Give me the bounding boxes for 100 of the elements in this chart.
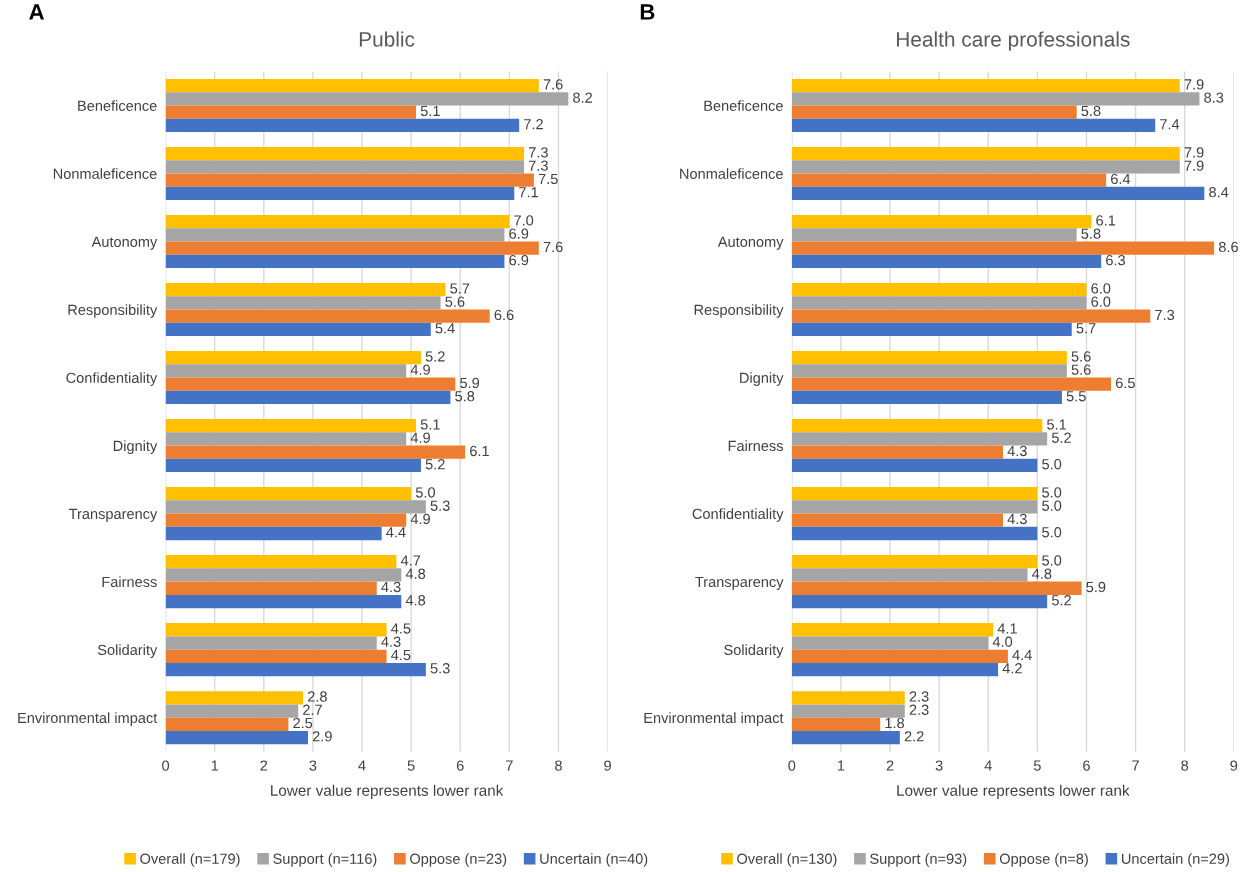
bar [165,309,490,323]
bar [791,364,1067,378]
bar [165,147,525,161]
bar [165,241,539,255]
bar [791,649,1008,663]
data-label: 4.5 [391,650,411,661]
bar [165,78,539,93]
data-label: 2.3 [909,704,929,715]
y-tick-label: Autonomy [717,236,784,250]
data-label: 4.3 [381,636,401,647]
data-label: 4.4 [1012,650,1032,661]
data-label: 7.9 [1184,160,1204,171]
bar [165,173,534,187]
data-label: 5.5 [1066,391,1086,402]
data-label: 7.3 [528,160,548,171]
data-label: 2.7 [303,704,322,715]
y-tick-label: Dignity [113,440,158,454]
legend-label: Support (n=116) [273,853,377,867]
bar [165,704,299,718]
data-label: 8.3 [1204,92,1224,103]
y-tick-label: Confidentiality [66,372,158,386]
data-label: 6.0 [1091,283,1111,294]
bar [791,377,1112,391]
bar [791,526,1038,541]
chart-title: Public [359,31,415,47]
data-label: 4.9 [410,364,430,375]
bar [791,92,1200,106]
data-label: 6.6 [494,309,514,321]
data-label: 5.0 [415,487,435,498]
data-label: 4.0 [992,636,1013,647]
bar [791,186,1205,201]
bar [165,717,289,731]
data-label: 7.9 [1184,147,1204,158]
bar [791,160,1180,174]
x-tick-label: 7 [1132,760,1139,771]
data-label: 5.2 [425,459,445,470]
y-tick-label: Solidarity [97,644,158,658]
y-tick-label: Fairness [728,440,783,452]
data-label: 2.9 [312,731,332,742]
bar [791,322,1072,337]
bar [791,704,905,718]
data-label: 5.0 [1042,527,1062,538]
bar [791,487,1038,501]
data-label: 8.4 [1209,187,1229,198]
bar [165,487,412,501]
data-label: 6.3 [1106,255,1125,266]
x-tick-label: 7 [506,760,513,771]
data-label: 5.1 [1047,419,1066,430]
bar [791,419,1043,433]
bar [791,215,1092,229]
y-tick-label: Beneficence [704,100,783,111]
legend-label: Oppose (n=23) [410,853,507,867]
data-label: 5.6 [1071,364,1091,375]
data-label: 5.1 [420,105,440,117]
bar [165,228,505,242]
data-label: 5.6 [445,296,465,307]
x-tick-label: 4 [358,760,366,771]
bar [791,691,905,705]
bar [165,662,426,677]
x-tick-label: 8 [555,760,562,771]
bar [791,581,1082,595]
data-label: 7.3 [528,147,548,158]
bar [791,458,1038,473]
bar [165,296,441,310]
bar [165,730,308,745]
y-tick-label: Responsibility [68,304,158,318]
y-tick-label: Transparency [68,508,158,522]
data-label: 1.8 [885,717,905,729]
bar [791,636,989,650]
bar [165,215,510,229]
x-tick-label: 6 [456,760,464,771]
data-label: 6.4 [1111,173,1131,185]
data-label: 7.2 [524,118,543,130]
data-label: 2.8 [307,691,327,702]
bar [165,419,417,433]
bar [165,526,382,541]
y-tick-label: Confidentiality [692,508,784,522]
legend-label: Uncertain (n=40) [540,853,648,867]
data-label: 5.3 [430,500,450,511]
data-label: 6.0 [1091,296,1111,307]
bar [791,662,999,677]
data-label: 5.1 [420,419,440,430]
bar [791,390,1062,405]
data-label: 5.6 [1071,351,1091,362]
bar [791,105,1077,119]
y-tick-label: Autonomy [91,236,158,250]
bar [165,160,525,174]
data-label: 8.6 [1218,241,1238,253]
bar [791,445,1003,459]
bar [165,581,377,595]
bar [791,78,1180,93]
bar [791,283,1087,297]
data-label: 7.5 [538,173,558,185]
legend-label: Uncertain (n=29) [1121,853,1229,867]
bar [165,555,397,569]
data-label: 5.8 [1081,228,1101,239]
bar [165,513,407,527]
data-label: 7.1 [519,187,538,198]
x-tick-label: 2 [260,760,268,771]
x-tick-label: 0 [162,760,170,771]
